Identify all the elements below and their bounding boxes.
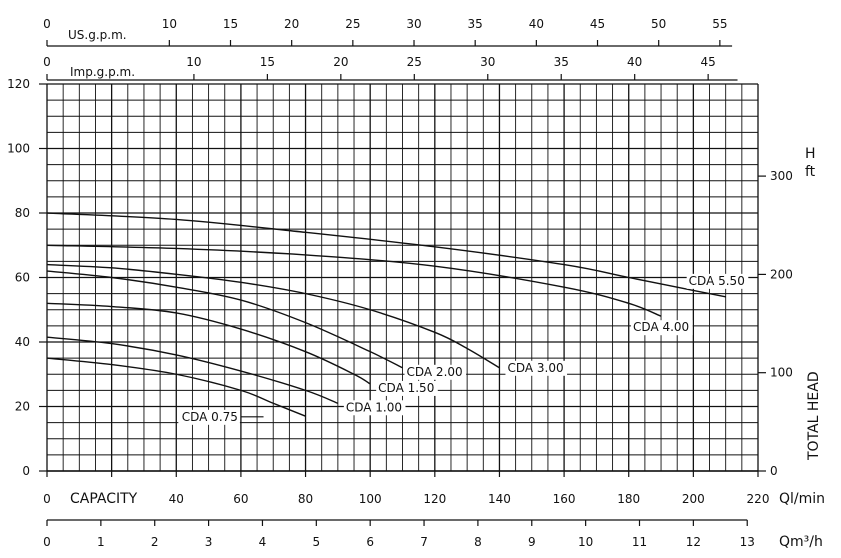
series-label: CDA 0.75 xyxy=(182,410,238,424)
curve-cda-4-00 xyxy=(46,244,662,317)
y-tick-label: 100 xyxy=(7,142,30,156)
series-label: CDA 3.00 xyxy=(507,361,563,375)
axis-labels: CAPACITY Ql/min Qm³/h US.g.p.m. Imp.g.p.… xyxy=(68,28,825,550)
series-label: CDA 5.50 xyxy=(689,274,745,288)
y-axis-title-total-head: TOTAL HEAD xyxy=(806,371,822,461)
imp-gpm-tick-label: 30 xyxy=(480,55,495,69)
imp-gpm-tick-label: 0 xyxy=(43,55,51,69)
x-tick-label: 80 xyxy=(298,492,313,506)
x-tick-label: 200 xyxy=(682,492,705,506)
curve-cda-3-00 xyxy=(46,263,500,369)
series-label-bg xyxy=(686,273,749,289)
us-gpm-tick-label: 25 xyxy=(345,17,360,31)
y-tick-label: 20 xyxy=(15,400,30,414)
series-label-bg xyxy=(404,364,467,380)
us-gpm-tick-label: 50 xyxy=(651,17,666,31)
series-label-bg xyxy=(631,320,693,336)
series-label: CDA 1.00 xyxy=(346,400,402,414)
ft-tick-label: 0 xyxy=(770,464,778,478)
us-gpm-tick-label: 35 xyxy=(468,17,483,31)
us-gpm-tick-label: 55 xyxy=(712,17,727,31)
curve-cda-5-50 xyxy=(46,212,726,298)
x-tick-label: 40 xyxy=(169,492,184,506)
us-gpm-tick-label: 10 xyxy=(162,17,177,31)
series-label: CDA 2.00 xyxy=(407,365,463,379)
x-tick-label: 60 xyxy=(233,492,248,506)
m3h-tick-label: 4 xyxy=(259,535,267,549)
curve-cda-1-00 xyxy=(46,336,339,404)
curve-cda-0-75 xyxy=(46,357,306,417)
m3h-tick-label: 8 xyxy=(474,535,482,549)
x-unit-m3-label: Qm³/h xyxy=(779,534,823,550)
series-label-bg xyxy=(178,409,240,425)
ft-tick-label: 200 xyxy=(770,267,793,281)
x-tick-label: 100 xyxy=(359,492,382,506)
imp-gpm-tick-label: 10 xyxy=(186,55,201,69)
imp-gpm-tick-label: 25 xyxy=(407,55,422,69)
y-tick-label: 120 xyxy=(7,77,30,91)
x-tick-label: 180 xyxy=(617,492,640,506)
ft-tick-label: 100 xyxy=(770,366,793,380)
curve-cda-1-50 xyxy=(46,302,371,385)
us-gpm-label: US.g.p.m. xyxy=(68,28,127,42)
m3h-tick-label: 9 xyxy=(528,535,536,549)
x-tick-label: 140 xyxy=(488,492,511,506)
m3h-tick-label: 10 xyxy=(578,535,593,549)
m3h-tick-label: 5 xyxy=(312,535,320,549)
ft-tick-label: 300 xyxy=(770,169,793,183)
m3h-tick-label: 12 xyxy=(686,535,701,549)
m3h-tick-label: 3 xyxy=(205,535,213,549)
us-gpm-tick-label: 20 xyxy=(284,17,299,31)
x-tick-label: 220 xyxy=(747,492,770,506)
m3h-tick-label: 2 xyxy=(151,535,159,549)
imp-gpm-label: Imp.g.p.m. xyxy=(70,65,135,79)
x-axis-title: CAPACITY xyxy=(70,491,138,507)
us-gpm-tick-label: 40 xyxy=(529,17,544,31)
x-tick-label: 120 xyxy=(423,492,446,506)
curve-cda-2-00 xyxy=(46,270,403,369)
y-unit-h: H xyxy=(805,146,816,162)
curves: CDA 0.75 CDA 1.00 CDA 1.50 CDA 2.00 CDA 3.00… xyxy=(46,212,749,425)
us-gpm-tick-label: 45 xyxy=(590,17,605,31)
us-gpm-tick-label: 15 xyxy=(223,17,238,31)
y-tick-label: 80 xyxy=(15,206,30,220)
imp-gpm-tick-label: 15 xyxy=(260,55,275,69)
series-label: CDA 1.50 xyxy=(378,381,434,395)
series-label: CDA 4.00 xyxy=(633,320,689,334)
imp-gpm-tick-label: 35 xyxy=(554,55,569,69)
m3h-tick-label: 13 xyxy=(740,535,755,549)
series-label-bg xyxy=(343,400,406,416)
y-unit-ft: ft xyxy=(805,164,816,180)
y-tick-label: 60 xyxy=(15,271,30,285)
m3h-tick-label: 0 xyxy=(43,535,51,549)
imp-gpm-tick-label: 45 xyxy=(701,55,716,69)
x-tick-label: 160 xyxy=(553,492,576,506)
x-tick-label: 0 xyxy=(43,492,51,506)
us-gpm-tick-label: 30 xyxy=(406,17,421,31)
imp-gpm-tick-label: 40 xyxy=(627,55,642,69)
m3h-tick-label: 11 xyxy=(632,535,647,549)
us-gpm-tick-label: 0 xyxy=(43,17,51,31)
imp-gpm-tick-label: 20 xyxy=(333,55,348,69)
m3h-tick-label: 6 xyxy=(366,535,374,549)
series-label-bg xyxy=(505,360,568,376)
top-gpm-axes: 0 10 15 20 25 30 35 40 45 50 55 0 10 15 20 25 30 35 40 45 xyxy=(43,17,738,81)
series-label-bg xyxy=(376,380,438,396)
m3h-tick-label: 1 xyxy=(97,535,105,549)
x-unit-label: Ql/min xyxy=(779,491,825,507)
m3h-tick-label: 7 xyxy=(420,535,428,549)
y-tick-label: 40 xyxy=(15,335,30,349)
y-tick-label: 0 xyxy=(22,464,30,478)
